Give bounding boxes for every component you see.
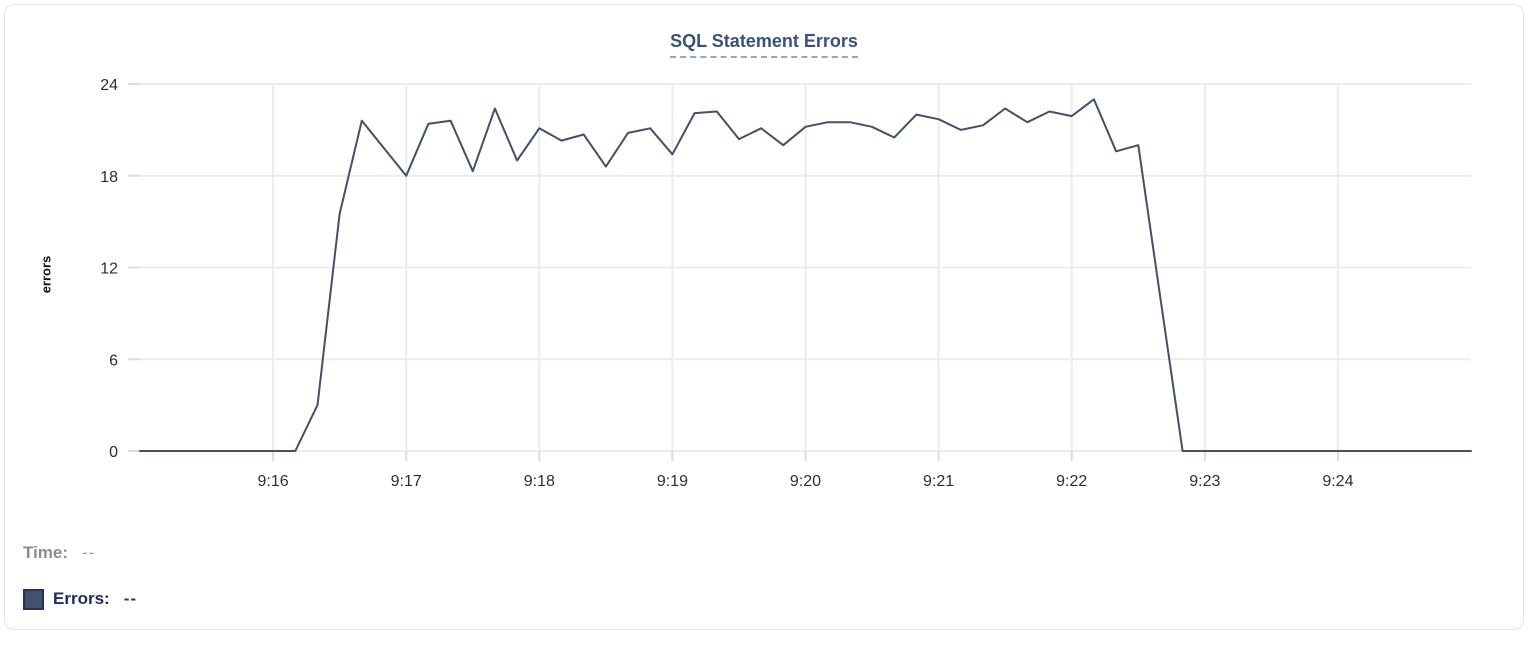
chart-card: SQL Statement Errors errors 0 6 12 18 24 9:16… — [4, 4, 1524, 630]
y-tick-label: 0 — [109, 444, 118, 461]
legend-errors-value: -- — [123, 589, 138, 608]
x-tick-label: 9:24 — [1322, 473, 1353, 490]
chart-header: SQL Statement Errors — [5, 31, 1523, 58]
legend-row-time: Time: -- — [23, 541, 137, 565]
x-tick-label: 9:20 — [790, 473, 821, 490]
x-tick-label: 9:19 — [657, 473, 688, 490]
x-tick-label: 9:23 — [1189, 473, 1220, 490]
legend-row-errors: Errors: -- — [23, 587, 137, 611]
line-chart-plot-area[interactable]: 0 6 12 18 24 9:16 9:17 9:18 9:19 9:20 9:21 9:22 9:23… — [5, 5, 1523, 629]
x-tick-label: 9:18 — [524, 473, 555, 490]
y-tick-label: 12 — [100, 261, 118, 278]
errors-series-line — [139, 98, 1472, 452]
y-tick-label: 24 — [100, 77, 118, 94]
legend-errors-label: Errors: — [53, 589, 110, 608]
legend-time-value: -- — [82, 543, 96, 562]
chart-legend: Time: -- Errors: -- — [23, 541, 137, 629]
y-tick-label: 6 — [109, 352, 118, 369]
errors-series-swatch — [23, 588, 44, 610]
x-tick-label: 9:22 — [1056, 473, 1087, 490]
x-tick-label: 9:21 — [923, 473, 954, 490]
legend-time-label: Time: — [23, 543, 69, 562]
x-tick-label: 9:16 — [258, 473, 289, 490]
chart-title[interactable]: SQL Statement Errors — [670, 31, 858, 58]
y-tick-label: 18 — [100, 169, 118, 186]
x-tick-label: 9:17 — [391, 473, 422, 490]
